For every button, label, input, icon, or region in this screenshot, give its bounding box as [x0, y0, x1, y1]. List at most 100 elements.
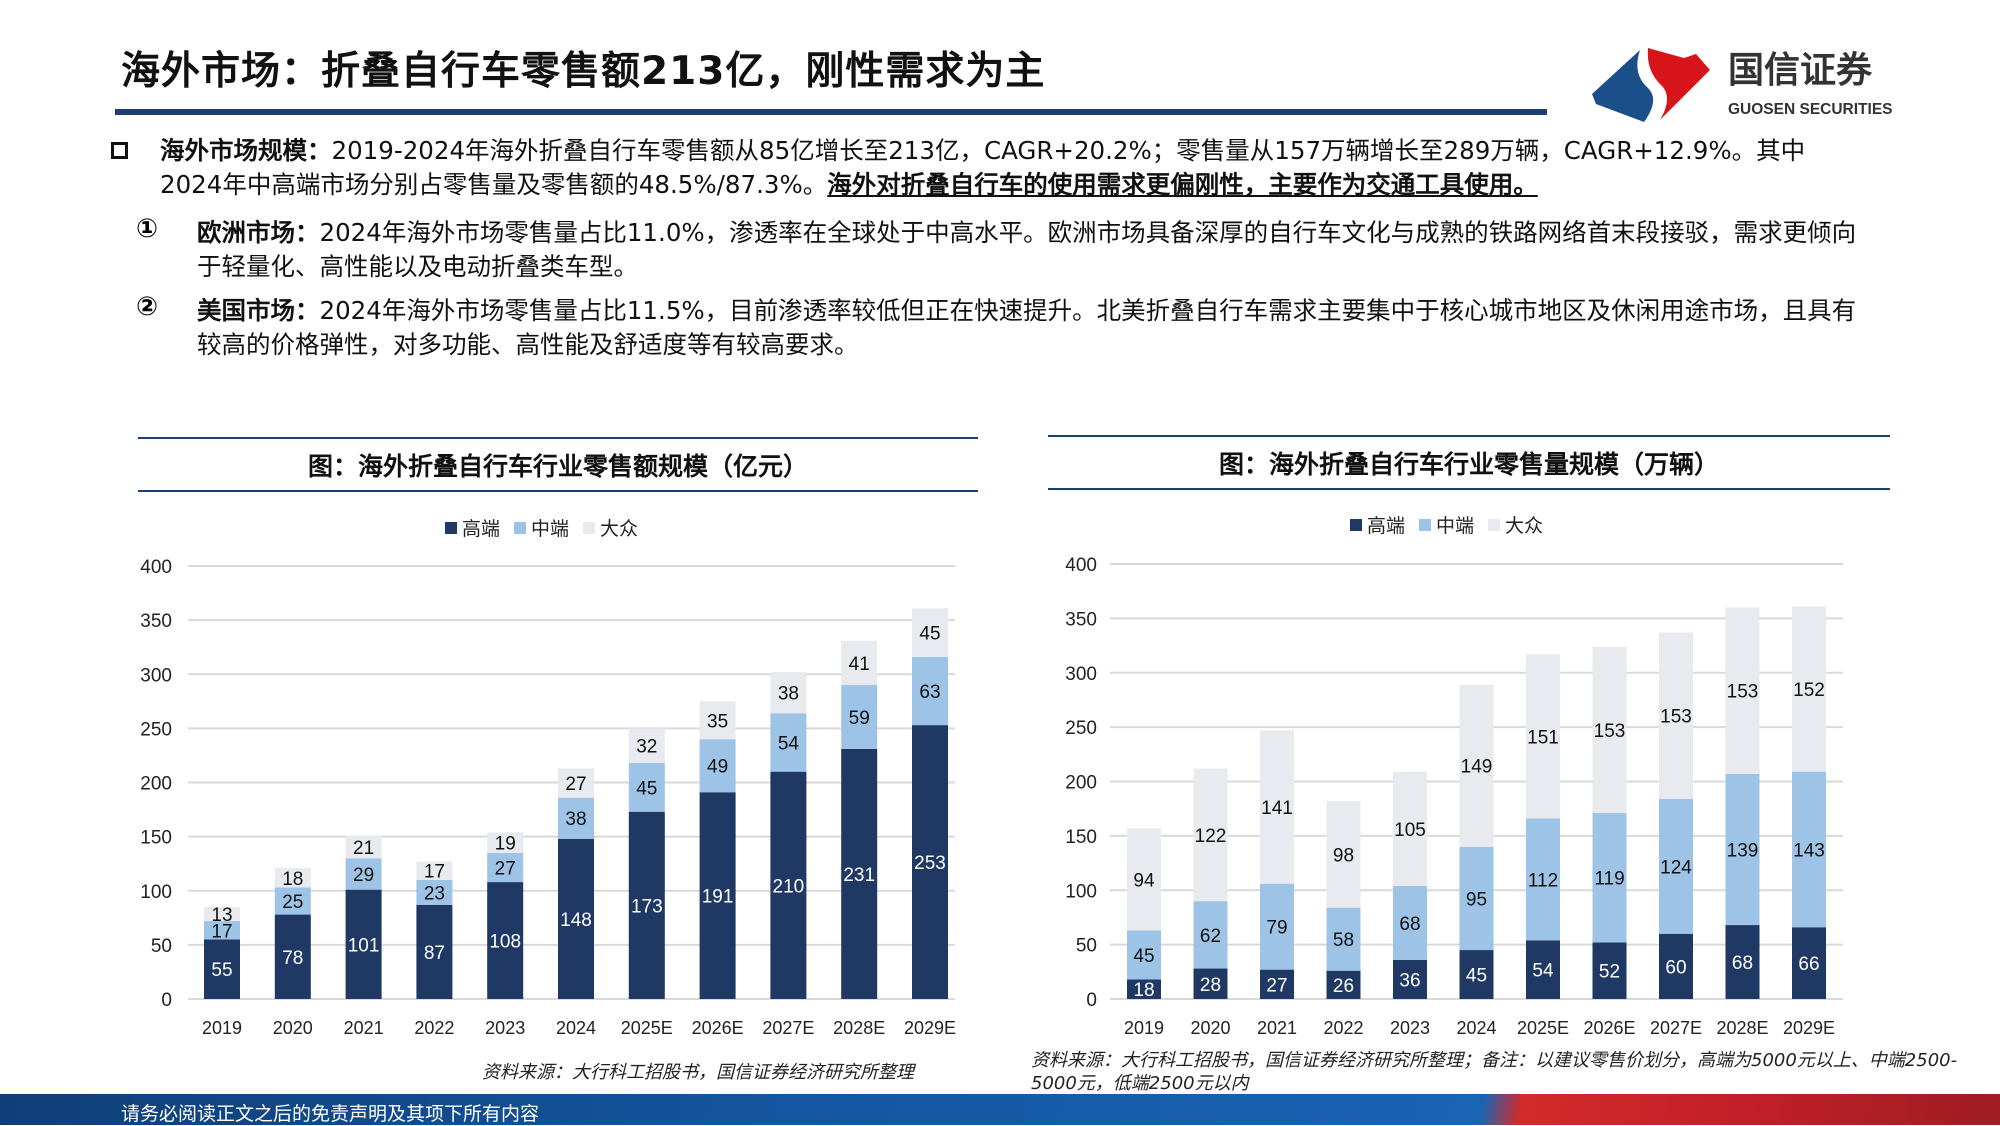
bar-segment-mid	[487, 852, 524, 883]
right-chart-title: 图：海外折叠自行车行业零售量规模（万辆）	[1048, 435, 1890, 490]
bar-segment-high	[416, 904, 453, 999]
bar-segment-mass	[1326, 801, 1361, 908]
paragraph-emphasis: 海外对折叠自行车的使用需求更偏刚性，主要作为交通工具使用。	[827, 170, 1538, 199]
data-label: 141	[1261, 798, 1293, 819]
bar-segment-mid	[1792, 771, 1826, 928]
y-tick-label: 150	[140, 828, 172, 849]
data-label: 35	[707, 711, 728, 732]
data-label: 124	[1660, 857, 1692, 878]
data-label: 59	[849, 708, 870, 729]
data-label: 45	[636, 778, 657, 799]
data-label: 66	[1798, 954, 1819, 975]
data-label: 29	[353, 865, 374, 886]
data-label: 148	[560, 910, 592, 931]
footer-band	[0, 1094, 2000, 1125]
x-tick-label: 2024	[556, 1018, 596, 1038]
data-label: 153	[1594, 721, 1626, 742]
y-tick-label: 200	[140, 774, 172, 795]
legend-swatch-mid	[514, 521, 527, 534]
data-label: 94	[1133, 870, 1155, 891]
x-tick-label: 2021	[1257, 1018, 1297, 1038]
y-tick-label: 0	[1086, 990, 1097, 1011]
data-label: 38	[778, 684, 799, 705]
data-label: 54	[1532, 961, 1554, 982]
data-label: 152	[1793, 680, 1825, 701]
bar-segment-mid	[1459, 846, 1494, 951]
y-tick-label: 50	[151, 936, 172, 957]
data-label: 19	[495, 834, 516, 855]
right-chart-legend: 高端 中端 大众	[1350, 511, 1543, 538]
legend-swatch-mid	[1419, 518, 1432, 531]
data-label: 151	[1527, 727, 1559, 748]
data-label: 63	[919, 682, 940, 703]
bar-segment-high	[841, 748, 878, 999]
bar-segment-high	[699, 792, 736, 999]
data-label: 253	[914, 853, 946, 874]
legend-item-mid: 中端	[1419, 511, 1474, 538]
circled-number-2: ②	[136, 292, 159, 322]
legend-item-mass: 大众	[583, 514, 638, 541]
data-label: 108	[489, 932, 521, 953]
bar-segment-mass	[1393, 771, 1427, 886]
bar-segment-mass	[1792, 606, 1826, 772]
data-label: 119	[1594, 869, 1624, 890]
bar-segment-mid	[1592, 813, 1627, 943]
x-tick-label: 2019	[1124, 1018, 1164, 1038]
legend-swatch-mass	[1488, 518, 1501, 531]
bar-segment-mid	[1326, 907, 1361, 971]
bar-segment-high	[628, 811, 665, 999]
legend-swatch-high	[1350, 518, 1362, 531]
legend-label: 大众	[1505, 515, 1544, 537]
data-label: 27	[565, 774, 586, 795]
bar-segment-mid	[1260, 883, 1294, 970]
data-label: 112	[1528, 870, 1558, 891]
legend-item-mid: 中端	[514, 514, 569, 541]
bar-segment-mid	[628, 763, 665, 812]
data-label: 45	[1133, 946, 1154, 967]
bar-segment-mid	[1659, 798, 1693, 934]
x-tick-label: 2022	[414, 1018, 454, 1038]
bar-segment-mass	[345, 835, 382, 859]
data-label: 49	[707, 757, 728, 778]
data-label: 17	[211, 921, 232, 942]
data-label: 153	[1660, 707, 1692, 728]
data-label: 45	[919, 624, 940, 645]
data-label: 38	[565, 809, 586, 830]
bar-segment-high	[912, 725, 948, 999]
bar-segment-mid	[1526, 818, 1560, 941]
x-tick-label: 2028E	[1716, 1018, 1768, 1038]
data-label: 26	[1333, 976, 1354, 997]
y-tick-label: 250	[140, 719, 172, 740]
bar-segment-high	[274, 914, 311, 999]
bar-segment-high	[1260, 969, 1294, 999]
left-chart-source: 资料来源：大行科工招股书，国信证券经济研究所整理	[482, 1062, 914, 1083]
data-label: 27	[1266, 975, 1287, 996]
data-label: 54	[778, 733, 800, 754]
x-tick-label: 2025E	[1517, 1018, 1569, 1038]
data-label: 18	[282, 869, 303, 890]
bar-segment-mid	[1725, 773, 1760, 926]
x-tick-label: 2028E	[833, 1018, 885, 1038]
paragraph-lead: 美国市场：	[197, 296, 320, 325]
data-label: 55	[211, 960, 232, 981]
y-tick-label: 200	[1065, 773, 1097, 794]
data-label: 173	[631, 896, 663, 917]
bar-segment-high	[204, 939, 240, 999]
bar-segment-mid	[841, 685, 878, 749]
paragraph-text: 2019-2024年海外折叠自行车零售额从85亿增长至213亿，CAGR+20.…	[160, 136, 1806, 199]
x-tick-label: 2025E	[621, 1018, 673, 1038]
data-label: 13	[211, 905, 232, 926]
legend-item-high: 高端	[1350, 511, 1405, 538]
logo-cn-text: 国信证券	[1728, 49, 1873, 90]
data-label: 68	[1732, 953, 1753, 974]
data-label: 231	[843, 865, 875, 886]
data-label: 45	[1466, 966, 1487, 987]
bar-segment-mid	[416, 879, 453, 905]
y-tick-label: 100	[140, 882, 172, 903]
bar-segment-mass	[1725, 607, 1760, 774]
bar-segment-mid	[274, 887, 311, 915]
bar-segment-mid	[912, 656, 948, 726]
x-tick-label: 2026E	[692, 1018, 744, 1038]
bar-segment-high	[1393, 959, 1427, 999]
